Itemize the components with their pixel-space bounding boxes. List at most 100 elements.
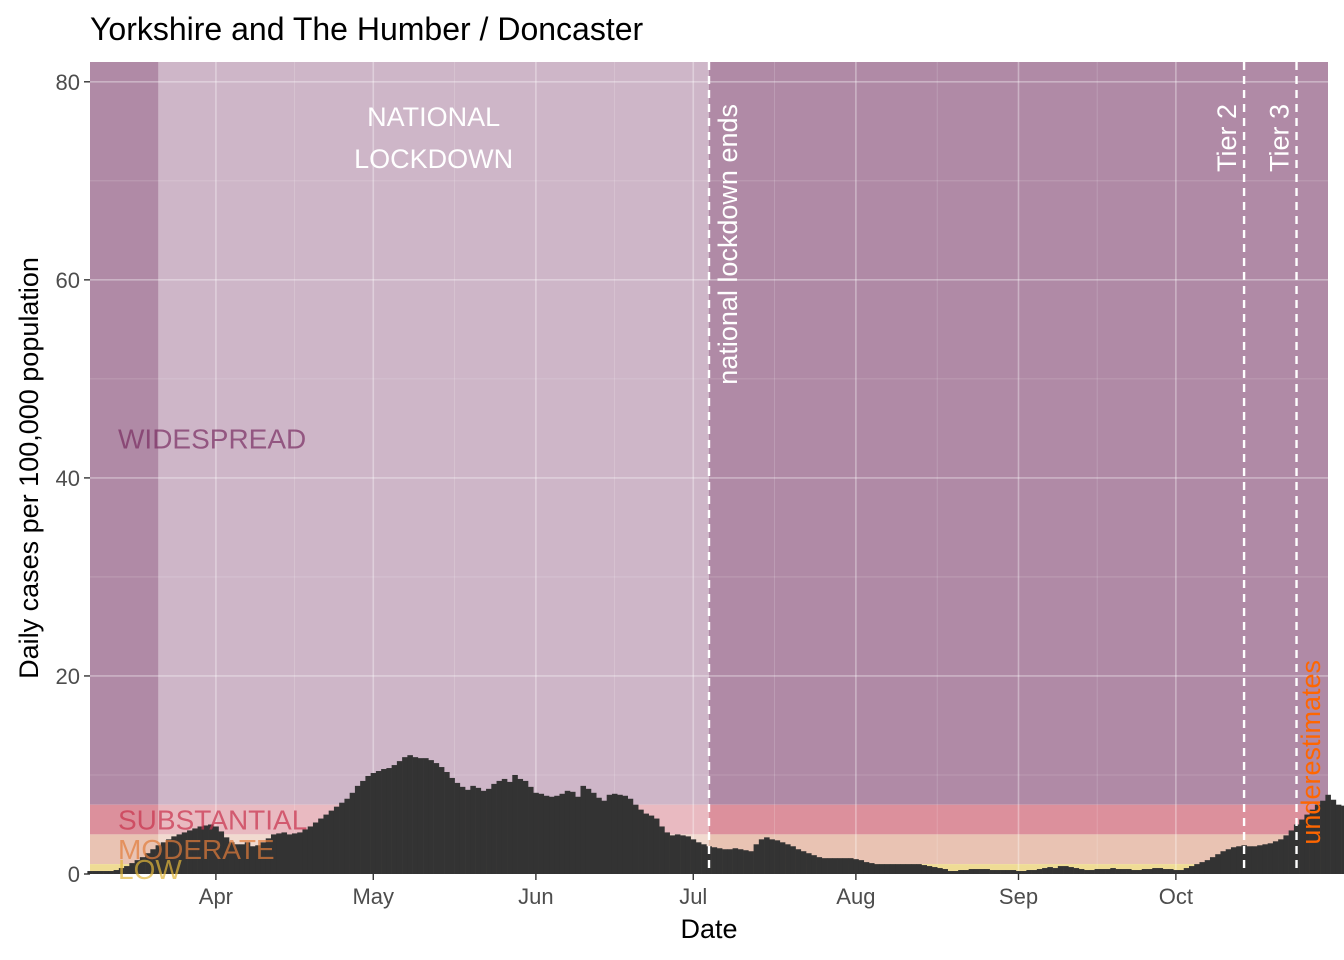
bar (989, 870, 996, 874)
bar (239, 844, 246, 874)
bar (1241, 845, 1247, 874)
bar (1147, 869, 1153, 874)
bar (1105, 869, 1111, 874)
bar (1183, 868, 1190, 874)
bar (1283, 835, 1289, 874)
bar (297, 832, 303, 874)
bar (276, 833, 282, 874)
bar (690, 839, 697, 874)
bar (302, 829, 308, 874)
bar (1272, 841, 1279, 874)
bar (984, 869, 990, 874)
axes: 0 20 40 60 80 Apr May Jun Jul Aug Sep Oct (56, 70, 1193, 909)
bar (365, 775, 371, 874)
bar (491, 783, 497, 874)
bar (643, 813, 649, 874)
bar (1136, 870, 1143, 874)
bar (680, 835, 686, 874)
event-label: national lockdown ends (713, 104, 743, 385)
bar (538, 793, 545, 874)
bar (1230, 847, 1237, 874)
bar (543, 795, 550, 874)
band-label-widespread: WIDESPREAD (118, 423, 306, 454)
bar (874, 864, 880, 874)
x-tick-label: Oct (1159, 884, 1193, 909)
bar (113, 870, 120, 874)
x-tick-label: Aug (836, 884, 875, 909)
bar (386, 768, 392, 874)
event-label: Tier 2 (1212, 104, 1242, 172)
bar (375, 771, 382, 874)
bar (244, 842, 251, 874)
bar (848, 858, 854, 874)
bar (737, 849, 744, 874)
bar (402, 757, 408, 874)
bar (360, 780, 366, 874)
bar (827, 858, 833, 874)
bar (743, 850, 749, 874)
bar (407, 755, 413, 874)
bar (695, 842, 702, 874)
bar (1115, 869, 1122, 874)
bar (1073, 868, 1080, 874)
bar (664, 832, 670, 874)
band-label-moderate: MODERATE (118, 834, 275, 865)
bar (606, 794, 613, 874)
bar (1246, 846, 1253, 874)
bar (653, 818, 660, 874)
lockdown-shade (158, 62, 709, 874)
bar (118, 868, 125, 874)
bar (1015, 871, 1022, 874)
bar (312, 822, 319, 874)
bar (1330, 799, 1337, 874)
bar (512, 774, 518, 874)
bar (470, 785, 476, 874)
bar (103, 871, 109, 874)
bar (701, 844, 707, 874)
bar (611, 793, 618, 874)
x-tick-label: Sep (999, 884, 1038, 909)
bar (575, 796, 581, 874)
bar (1251, 846, 1258, 874)
band-label-substantial: SUBSTANTIAL (118, 805, 307, 836)
bar (774, 840, 781, 874)
bar (1126, 869, 1132, 874)
bar (449, 777, 455, 874)
bar (842, 858, 849, 874)
bar (234, 844, 240, 874)
bar (249, 846, 256, 874)
bar (318, 818, 324, 874)
bar (1057, 866, 1064, 874)
bar (1335, 804, 1342, 874)
bar (617, 794, 623, 874)
bar (218, 831, 225, 874)
bar (590, 792, 597, 874)
bar (785, 844, 791, 874)
bar (202, 825, 209, 874)
bar (1173, 870, 1179, 874)
bar (947, 871, 954, 874)
bar (601, 800, 608, 874)
bar (1267, 843, 1274, 874)
bar (465, 789, 471, 874)
y-tick-label: 40 (56, 466, 80, 491)
bar (391, 765, 398, 874)
bar (145, 853, 151, 874)
bar (973, 869, 980, 874)
bar (1000, 870, 1006, 874)
bar (1052, 868, 1059, 874)
bar (931, 867, 938, 874)
bar (1141, 869, 1148, 874)
bar (339, 802, 345, 874)
bar (569, 791, 576, 874)
bar (208, 824, 214, 874)
bar (160, 842, 167, 874)
bar (223, 837, 230, 874)
bar (1194, 864, 1200, 874)
event-lines: NATIONAL LOCKDOWN national lockdown ends Ti… (354, 62, 1326, 874)
bar (811, 855, 817, 874)
bar (181, 832, 188, 874)
bar (1031, 870, 1038, 874)
y-tick-label: 60 (56, 268, 80, 293)
